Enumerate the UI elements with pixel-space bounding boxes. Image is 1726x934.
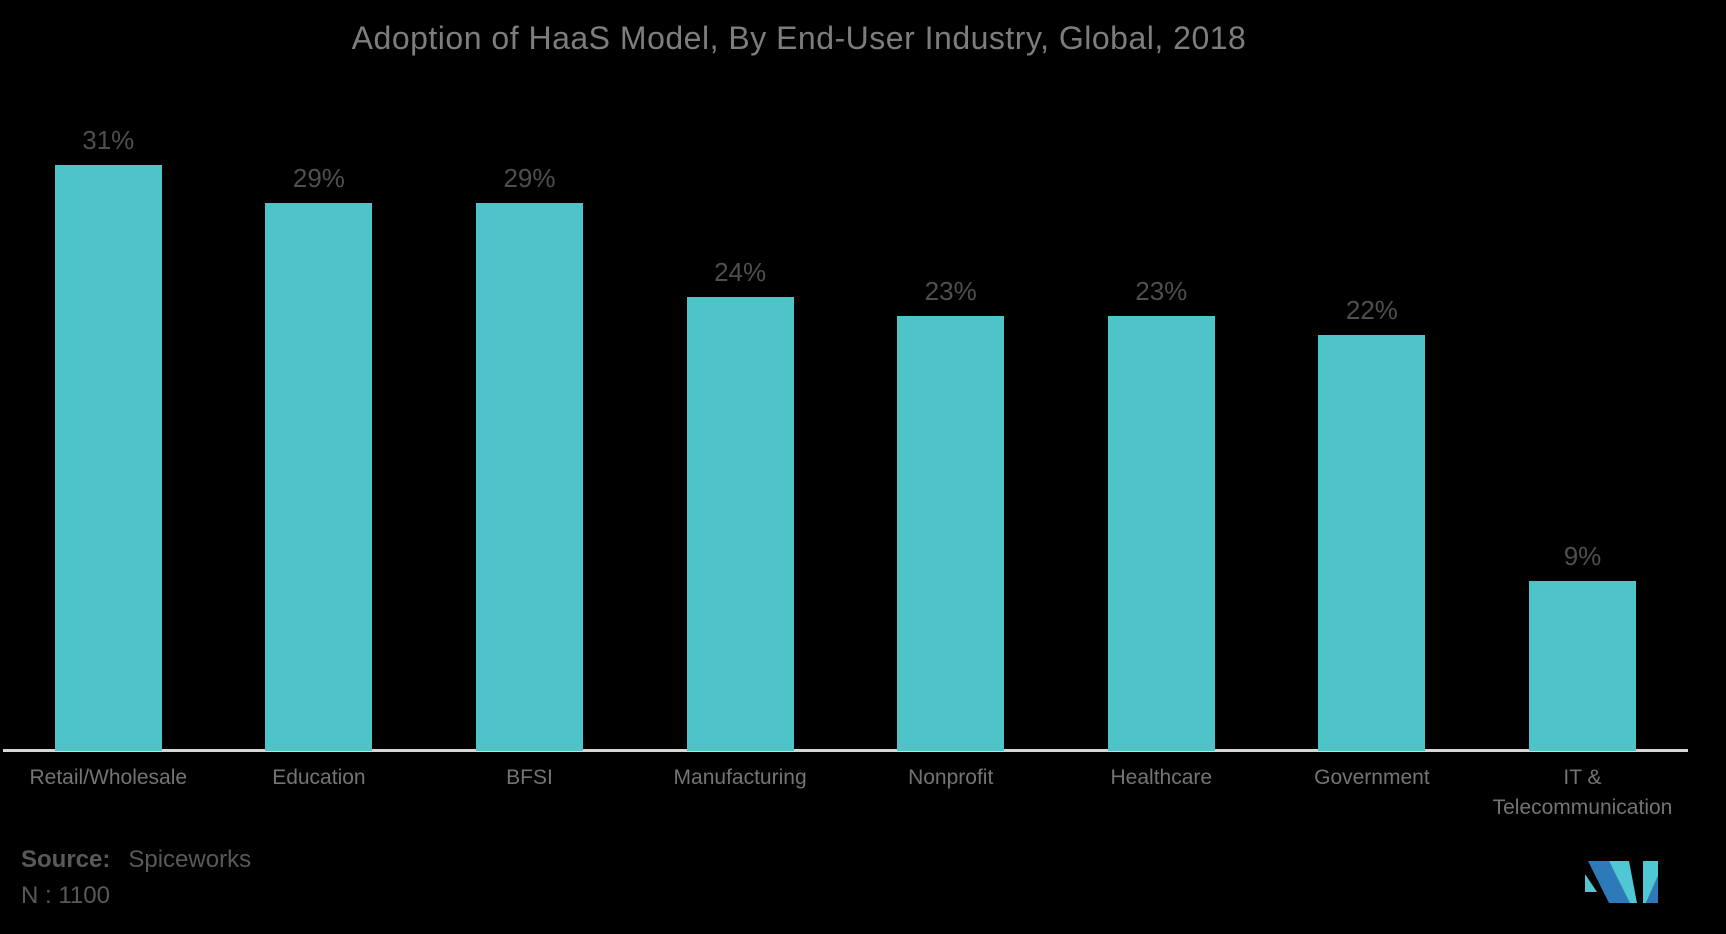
bar [265, 202, 373, 751]
bar [1318, 335, 1426, 751]
bar [897, 316, 1005, 751]
bar-value-label: 31% [82, 125, 135, 156]
logo-middle-stroke [1609, 861, 1637, 903]
category-label: IT & Telecommunication [1492, 766, 1673, 819]
bar-value-label: 24% [714, 257, 767, 288]
source-note: Source: Spiceworks [21, 846, 251, 874]
source-value: Spiceworks [128, 846, 252, 873]
category-label: Manufacturing [673, 766, 807, 789]
source-label: Source: [21, 846, 111, 873]
x-axis-line [3, 749, 1688, 752]
bar-value-label: 22% [1345, 295, 1398, 326]
logo-right-bar-blue [1646, 876, 1658, 903]
category-label: Retail/Wholesale [29, 766, 188, 789]
category-label: Education [272, 766, 366, 789]
bar [686, 297, 794, 751]
bar-value-label: 29% [292, 162, 345, 193]
mordor-intelligence-logo [1585, 861, 1658, 903]
sample-size: N : 1100 [21, 882, 110, 909]
bar-value-label: 23% [924, 276, 977, 307]
category-label: BFSI [506, 766, 553, 789]
bar [54, 165, 162, 751]
logo-right-bar-teal [1643, 861, 1658, 903]
logo-left-wedge [1585, 874, 1597, 892]
category-label: Nonprofit [908, 766, 994, 789]
bar [476, 202, 583, 751]
category-label: Healthcare [1110, 766, 1213, 789]
logo-main-diagonal [1588, 861, 1630, 903]
chart-title: Adoption of HaaS Model, By End-User Indu… [351, 20, 1247, 56]
bar [1107, 316, 1215, 751]
bar-value-label: 9% [1563, 540, 1602, 571]
bar-value-label: 23% [1135, 276, 1188, 307]
bar [1529, 580, 1636, 751]
bar-value-label: 29% [503, 162, 556, 193]
category-label: Government [1314, 766, 1430, 789]
